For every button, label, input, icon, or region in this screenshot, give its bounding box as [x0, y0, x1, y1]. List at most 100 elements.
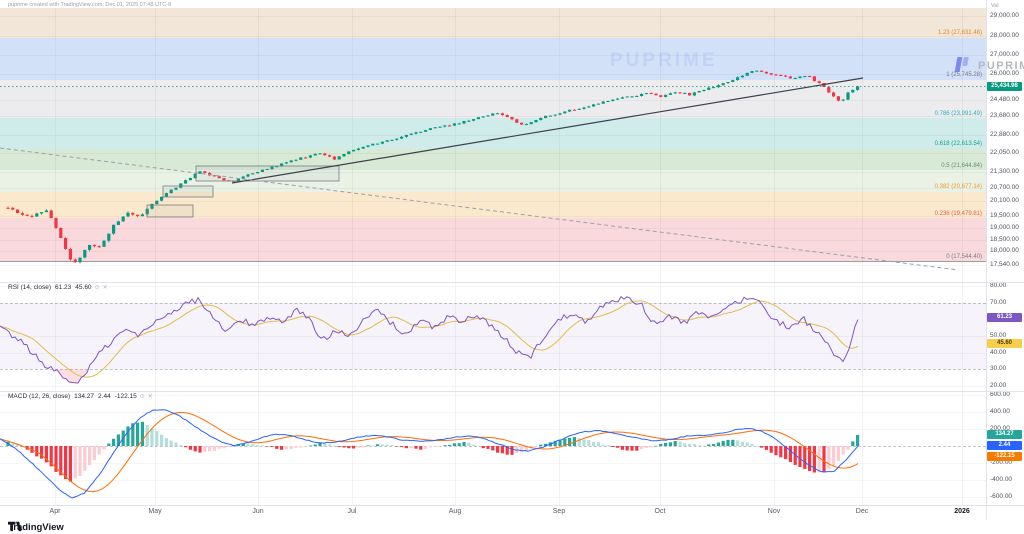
time-label-Dec: Dec	[855, 508, 869, 515]
time-label-Apr: Apr	[49, 508, 61, 515]
price-gridline	[0, 36, 986, 37]
rsi-value: 61.23	[55, 284, 72, 291]
tradingview-footer[interactable]: TradingView	[8, 520, 64, 534]
price-tick-18,000.00: 18,000.00	[990, 247, 1019, 254]
price-tick-23,680.00: 23,680.00	[990, 112, 1019, 119]
tradingview-icon	[8, 521, 22, 532]
price-gridline	[0, 265, 986, 266]
price-tick-20,100.00: 20,100.00	[990, 197, 1019, 204]
time-label-Aug: Aug	[448, 508, 462, 515]
price-tick-29,000.00: 29,000.00	[990, 12, 1019, 19]
current-price-badge: 25,434.98	[987, 82, 1022, 91]
pane-separator[interactable]	[0, 391, 1024, 392]
price-tick-26,000.00: 26,000.00	[990, 70, 1019, 77]
price-gridline	[0, 55, 986, 56]
fib-band-1	[0, 37, 986, 80]
macd-tick-600.00: 600.00	[990, 391, 1010, 398]
descending-dashed-trendline[interactable]	[0, 147, 959, 271]
rsi-tick-70.00: 70.00	[990, 298, 1007, 306]
macd-gridline	[0, 429, 986, 430]
price-tick-28,000.00: 28,000.00	[990, 32, 1019, 39]
close-icon[interactable]: ✕	[147, 394, 153, 400]
candlestick-series	[6, 70, 860, 264]
fib-band-0.786	[0, 79, 986, 119]
vertical-gridline-May	[155, 8, 156, 505]
rsi-overbought-line	[0, 302, 986, 304]
tradingview-logo-text: TradingView	[8, 521, 64, 533]
macd-tick-400.00: 400.00	[990, 408, 1010, 415]
price-tick-19,000.00: 19,000.00	[990, 224, 1019, 231]
rsi-gridline	[0, 285, 986, 287]
visibility-icon[interactable]: ⊙	[139, 394, 145, 400]
macd-gridline	[0, 497, 986, 498]
price-gridline	[0, 240, 986, 241]
fib-level-label-0.5: 0.5 (21,644.84)	[941, 162, 982, 169]
macd-legend: MACD (12, 26, close) 134.27 2.44 -122.15 ⊙ ✕	[8, 393, 153, 401]
puprime-watermark: PUPRIME	[610, 50, 718, 71]
rsi-tick-80.00: 80.00	[990, 281, 1007, 289]
macd-tick--200.00: -200.00	[990, 459, 1013, 466]
close-icon[interactable]: ✕	[102, 285, 108, 291]
price-gridline	[0, 251, 986, 252]
macd-tick--600.00: -600.00	[990, 493, 1013, 500]
fib-band-0.618	[0, 118, 986, 149]
fib-level-label-1.23: 1.23 (27,631.48)	[937, 30, 982, 37]
fib-level-label-0: 0 (17,544.40)	[946, 253, 982, 260]
puprime-logo-text: PUPRIME	[978, 60, 1024, 72]
fib-level-label-1: 1 (25,745.28)	[946, 72, 982, 79]
fib-band-1.23	[0, 8, 986, 38]
price-gridline	[0, 135, 986, 136]
price-tick-22,880.00: 22,880.00	[990, 131, 1019, 138]
rsi-badge-45.60: 45.60	[987, 338, 1022, 348]
rsi-tick-30.00: 30.00	[990, 365, 1007, 373]
consolidation-box-3[interactable]	[146, 204, 194, 218]
consolidation-box-2[interactable]	[162, 185, 214, 198]
time-label-Sep: Sep	[552, 508, 566, 515]
vertical-gridline-Sep	[559, 8, 560, 505]
rsi-line	[0, 295, 859, 384]
price-gridline	[0, 100, 986, 101]
vertical-gridline-2026	[962, 8, 963, 505]
vertical-gridline-Jul	[352, 8, 353, 505]
price-tick-27,000.00: 27,000.00	[990, 51, 1019, 58]
price-gridline	[0, 153, 986, 154]
fib-level-label-0.236: 0.236 (19,479.81)	[934, 210, 982, 217]
time-axis-separator	[0, 505, 1024, 506]
rsi-ma-value: 45.60	[75, 284, 92, 291]
macd-line	[0, 409, 859, 499]
fib-level-label-0.382: 0.382 (20,677.14)	[934, 184, 982, 191]
macd-gridline	[0, 412, 986, 413]
visibility-icon[interactable]: ⊙	[94, 285, 100, 291]
rsi-legend-title: RSI (14, close)	[8, 284, 51, 291]
rsi-tick-50.00: 50.00	[990, 332, 1007, 339]
ascending-trendline[interactable]	[231, 77, 864, 184]
price-axis-top-label: Val	[991, 3, 999, 9]
macd-gridline	[0, 480, 986, 481]
macd-badge-134.27: 134.27	[987, 430, 1022, 440]
rsi-ma-line	[0, 300, 859, 378]
chart-attribution-text: puprime created with TradingView.com, De…	[8, 2, 172, 8]
time-label-Nov: Nov	[767, 508, 781, 515]
pane-separator[interactable]	[0, 282, 1024, 283]
price-axis-border	[986, 0, 987, 520]
macd-hist-value: 134.27	[74, 393, 95, 400]
price-gridline	[0, 228, 986, 229]
rsi-gridline	[0, 352, 986, 354]
price-gridline	[0, 116, 986, 117]
price-tick-20,700.00: 20,700.00	[990, 184, 1019, 191]
price-tick-17,540.00: 17,540.00	[990, 261, 1019, 268]
macd-tick--400.00: -400.00	[990, 476, 1013, 483]
rsi-tick-20.00: 20.00	[990, 382, 1007, 390]
macd-signal-line	[0, 411, 859, 493]
vertical-gridline-Dec	[862, 8, 863, 505]
fib-level-label-0.618: 0.618 (22,613.54)	[934, 141, 982, 148]
price-gridline	[0, 16, 986, 17]
rsi-tick-40.00: 40.00	[990, 348, 1007, 356]
macd-line-value: 2.44	[98, 393, 111, 400]
price-tick-19,500.00: 19,500.00	[990, 212, 1019, 219]
rsi-legend: RSI (14, close) 61.23 45.60 ⊙ ✕	[8, 284, 108, 292]
fib-level-line-0[interactable]	[0, 261, 986, 263]
vertical-gridline-Aug	[455, 8, 456, 505]
